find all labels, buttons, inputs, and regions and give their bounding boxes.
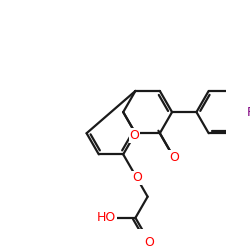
Text: O: O bbox=[169, 151, 179, 164]
Text: O: O bbox=[129, 129, 139, 142]
Text: O: O bbox=[144, 236, 154, 248]
Text: O: O bbox=[132, 172, 142, 184]
Text: HO: HO bbox=[97, 211, 116, 224]
Text: F: F bbox=[247, 106, 250, 118]
